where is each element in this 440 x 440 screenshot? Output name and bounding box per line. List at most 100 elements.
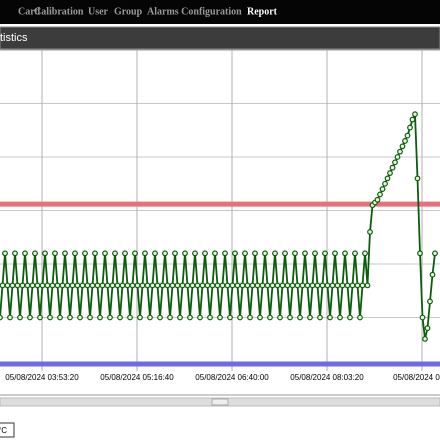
data-point [177, 314, 183, 321]
data-point [27, 314, 33, 321]
data-point [267, 314, 273, 321]
data-point [354, 282, 361, 289]
data-point [94, 282, 101, 289]
data-point [19, 282, 26, 289]
data-point [74, 282, 81, 289]
data-point [259, 282, 266, 289]
data-point [69, 282, 76, 289]
data-point [152, 250, 158, 257]
data-point [307, 314, 313, 321]
data-point [334, 282, 341, 289]
data-point [89, 282, 96, 289]
data-point [297, 314, 303, 321]
data-point [29, 282, 36, 289]
data-point [119, 282, 126, 289]
menu-item[interactable]: Calibration [34, 6, 84, 17]
data-point [264, 282, 271, 289]
data-point [47, 314, 53, 321]
data-point [234, 282, 241, 289]
data-point [339, 282, 346, 289]
data-point [167, 314, 173, 321]
menu-item[interactable]: User [88, 6, 109, 17]
data-point [122, 250, 128, 257]
data-point [274, 282, 281, 289]
menu-item[interactable]: Alarms Configuration [147, 6, 242, 17]
data-point [414, 175, 421, 182]
data-point [374, 196, 381, 203]
data-point [292, 250, 298, 257]
data-point [212, 250, 218, 257]
data-point [79, 282, 86, 289]
menu-item[interactable]: Card [18, 6, 41, 17]
data-point [429, 271, 436, 278]
data-point [37, 314, 43, 321]
menu-item[interactable]: Report [247, 6, 278, 17]
data-point [109, 282, 116, 289]
data-point [324, 282, 331, 289]
data-point [159, 282, 166, 289]
data-point [389, 164, 396, 171]
unit-box [0, 422, 15, 438]
data-point [422, 336, 428, 342]
scroll-thumb[interactable] [211, 398, 229, 406]
data-point [352, 250, 358, 257]
data-point [282, 250, 288, 257]
data-point [239, 282, 246, 289]
data-point [99, 282, 106, 289]
data-point [344, 282, 351, 289]
menu-item[interactable]: Group [114, 6, 143, 17]
data-point [139, 282, 146, 289]
data-point [134, 282, 141, 289]
data-point [127, 314, 133, 321]
data-point [407, 124, 413, 131]
x-tick-label: 05/08/2024 09:2 [393, 373, 440, 382]
data-point [157, 314, 163, 321]
data-point [387, 170, 393, 176]
data-point [304, 282, 311, 289]
data-point [202, 250, 208, 257]
data-point [237, 314, 243, 321]
data-point [9, 282, 16, 289]
data-point [219, 282, 226, 289]
data-point [432, 250, 438, 257]
data-point [242, 250, 248, 257]
tab-title: tistics [0, 32, 28, 44]
plot-area [0, 49, 440, 396]
data-point [12, 250, 18, 257]
data-point [137, 314, 143, 321]
data-point [317, 314, 323, 321]
x-tick-label: 05/08/2024 06:40:00 [195, 373, 269, 382]
data-point [364, 282, 371, 289]
data-point [302, 250, 308, 257]
data-point [17, 314, 23, 321]
x-tick-label: 05/08/2024 08:03:20 [290, 373, 364, 382]
data-point [367, 228, 373, 235]
data-point [124, 282, 131, 289]
data-point [154, 282, 161, 289]
data-point [84, 282, 91, 289]
data-point [0, 282, 6, 289]
data-point [24, 282, 31, 289]
data-point [254, 282, 261, 289]
data-point [224, 282, 231, 289]
data-point [382, 180, 388, 187]
data-point [222, 250, 228, 257]
data-point [252, 250, 258, 257]
data-point [54, 282, 61, 289]
data-point [417, 250, 423, 257]
data-point [102, 250, 108, 257]
data-point [332, 250, 338, 257]
data-point [227, 314, 233, 321]
data-point [287, 314, 293, 321]
data-point [362, 250, 368, 257]
data-point [57, 314, 63, 321]
data-point [199, 282, 206, 289]
data-point [347, 314, 353, 321]
data-point [262, 250, 268, 257]
data-point [39, 282, 46, 289]
data-point [62, 250, 68, 257]
data-point [82, 250, 88, 257]
data-point [397, 148, 403, 155]
data-point [59, 282, 66, 289]
